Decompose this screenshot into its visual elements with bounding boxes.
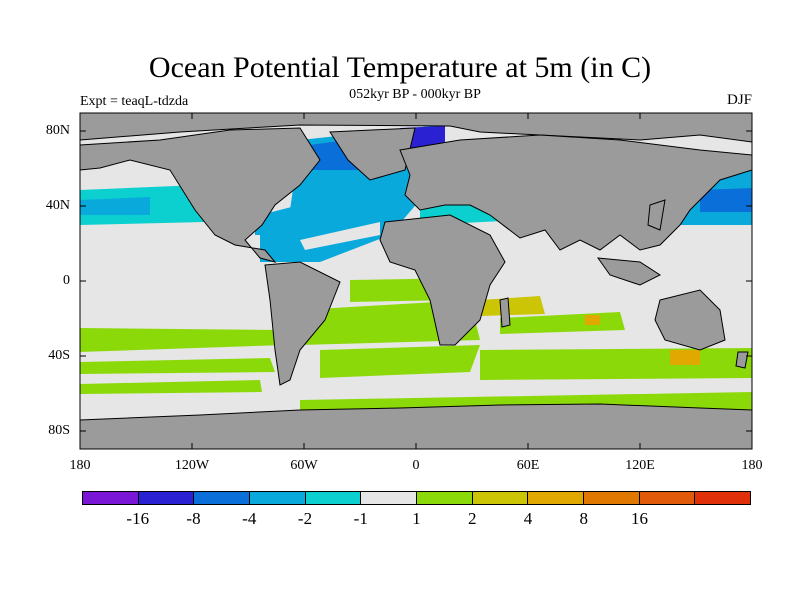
south-america	[264, 261, 341, 386]
lon-label-60w: 60W	[290, 458, 318, 473]
colorbar-label: 16	[631, 509, 648, 528]
colorbar-segment	[695, 492, 751, 504]
new-zealand	[735, 351, 749, 369]
maritime-continent	[596, 257, 662, 286]
lon-label-0: 0	[412, 458, 420, 473]
colorbar-segment	[83, 492, 139, 504]
lat-label-80s: 80S	[48, 423, 70, 438]
lon-label-60e: 60E	[516, 458, 540, 473]
colorbar-segment	[361, 492, 418, 504]
greenland	[329, 127, 416, 181]
antarctica	[80, 403, 752, 449]
colorbar-label: -8	[186, 509, 201, 528]
colorbar-segment	[305, 492, 362, 504]
colorbar-segment	[472, 492, 529, 504]
colorbar	[82, 491, 751, 505]
colorbar-label: -4	[242, 509, 257, 528]
japan	[647, 199, 666, 231]
colorbar-label: 1	[412, 509, 421, 528]
experiment-label: Expt = teaqL-tdzda	[80, 94, 189, 109]
colorbar-segment	[639, 492, 696, 504]
colorbar-segment	[194, 492, 251, 504]
lat-label-equator: 0	[63, 273, 70, 288]
lon-label-180e: 180	[741, 458, 763, 473]
lon-label-180w: 180	[69, 458, 91, 473]
landmasses	[80, 113, 752, 449]
arctic-ice	[80, 113, 752, 143]
eurasia	[399, 134, 752, 251]
lat-label-40n: 40N	[45, 198, 70, 213]
north-america	[80, 127, 321, 263]
australia	[654, 289, 726, 351]
lat-label-80n: 80N	[45, 123, 70, 138]
africa	[379, 214, 506, 346]
axis-ticks	[79, 113, 753, 449]
colorbar-label: 2	[468, 509, 477, 528]
colorbar-label: 8	[579, 509, 589, 528]
colorbar-label: 4	[523, 509, 533, 528]
colorbar-label: -16	[126, 509, 150, 528]
chart-title: Ocean Potential Temperature at 5m (in C)	[148, 51, 652, 84]
lon-label-120e: 120E	[625, 458, 655, 473]
chart-subtitle: 052kyr BP - 000kyr BP	[349, 87, 481, 102]
colorbar-label: -1	[353, 509, 368, 528]
season-label: DJF	[726, 92, 752, 108]
colorbar-segment	[417, 492, 473, 504]
colorbar-segment	[138, 492, 195, 504]
lon-label-120w: 120W	[174, 458, 210, 473]
colorbar-segment	[250, 492, 306, 504]
lat-label-40s: 40S	[48, 348, 70, 363]
warming-anomalies	[80, 278, 752, 414]
colorbar-label: -2	[297, 509, 313, 528]
colorbar-segment	[584, 492, 640, 504]
madagascar	[499, 297, 511, 328]
colorbar-segment	[528, 492, 585, 504]
